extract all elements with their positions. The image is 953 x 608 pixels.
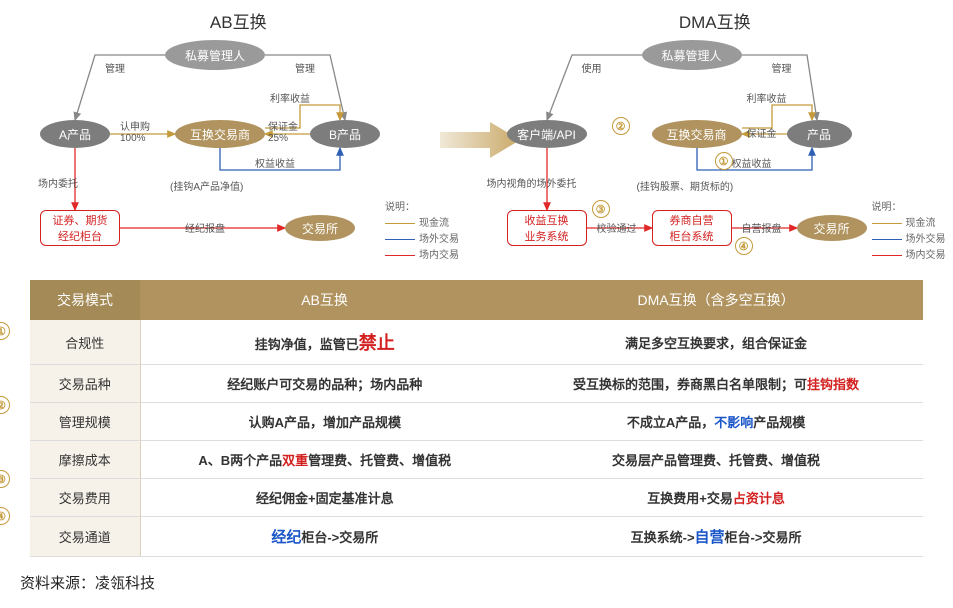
table-row: 交易品种经纪账户可交易的品种；场内品种受互换标的范围，券商黑白名单限制；可挂钩指… [30, 365, 923, 403]
cell-ab: A、B两个产品双重管理费、托管费、增值税 [140, 441, 509, 479]
node-dealer: 互换交易商 [652, 120, 742, 148]
node-client: 客户端/API [507, 120, 587, 148]
row-label: 交易品种 [30, 365, 140, 403]
label-inmkt: 场内视角的场外委托 [487, 175, 577, 190]
cell-dma: 不成立A产品，不影响产品规模 [509, 403, 923, 441]
diagram-a-title: AB互换 [0, 8, 477, 33]
node-prod: 产品 [787, 120, 852, 148]
diagram-dma-swap: DMA互换 私募管理人客户端/API 互换交易商 产品收益互换业务系统 券商自营柜台系… [477, 0, 953, 280]
badge-b1: ① [715, 152, 733, 170]
comparison-table-wrap: 交易模式AB互换DMA互换（含多空互换） 合规性挂钩净值，监管已禁止满足多空互换… [0, 280, 953, 557]
label-hook: (挂钩A产品净值) [170, 178, 243, 193]
node-exchange: 交易所 [285, 215, 355, 241]
node-manager: 私募管理人 [165, 40, 265, 70]
diagrams-row: AB互换 私募管理人 A产品 互换交易商 B产品证券、期货经纪柜台 交易所 管理 管理认申购… [0, 0, 953, 280]
row-badge: ① [0, 322, 10, 340]
table-header-row: 交易模式AB互换DMA互换（含多空互换） [30, 280, 923, 320]
row-label: 管理规模 [30, 403, 140, 441]
label-route: 经纪报盘 [185, 220, 225, 235]
row-label: 交易通道 [30, 517, 140, 557]
table-row: 交易通道经纪柜台->交易所互换系统->自营柜台->交易所 [30, 517, 923, 557]
node-manager: 私募管理人 [642, 40, 742, 70]
node-prodB: B产品 [310, 120, 380, 148]
label-check: 校验通过 [597, 220, 637, 235]
label-hook: (挂钩股票、期货标的) [637, 178, 734, 193]
label-mgrR: 管理 [295, 60, 315, 75]
table-row: 合规性挂钩净值，监管已禁止满足多空互换要求，组合保证金 [30, 320, 923, 365]
page-container: AB互换 私募管理人 A产品 互换交易商 B产品证券、期货经纪柜台 交易所 管理 管理认申购… [0, 0, 953, 532]
label-rate: 利率收益 [270, 90, 310, 105]
cell-dma: 互换费用+交易占资计息 [509, 479, 923, 517]
label-rate: 利率收益 [747, 90, 787, 105]
table-row: 摩擦成本A、B两个产品双重管理费、托管费、增值税交易层产品管理费、托管费、增值税 [30, 441, 923, 479]
cell-ab: 经纪佣金+固定基准计息 [140, 479, 509, 517]
label-margin: 保证金25% [268, 118, 298, 144]
table-row: 管理规模认购A产品，增加产品规模不成立A产品，不影响产品规模 [30, 403, 923, 441]
node-prodA: A产品 [40, 120, 110, 148]
table-body: 合规性挂钩净值，监管已禁止满足多空互换要求，组合保证金交易品种经纪账户可交易的品… [30, 320, 923, 557]
cell-ab: 经纪账户可交易的品种；场内品种 [140, 365, 509, 403]
cell-ab: 认购A产品，增加产品规模 [140, 403, 509, 441]
table-header-2: DMA互换（含多空互换） [509, 280, 923, 320]
table-row: 交易费用经纪佣金+固定基准计息互换费用+交易占资计息 [30, 479, 923, 517]
row-badge: ③ [0, 470, 10, 488]
badge-b2: ② [612, 117, 630, 135]
label-mgrR: 管理 [772, 60, 792, 75]
node-swapSys: 收益互换业务系统 [507, 210, 587, 246]
cell-ab: 经纪柜台->交易所 [140, 517, 509, 557]
badge-b4: ④ [735, 237, 753, 255]
node-broker: 证券、期货经纪柜台 [40, 210, 120, 246]
row-label: 摩擦成本 [30, 441, 140, 479]
label-margin: 保证金 [747, 125, 777, 140]
node-exchange: 交易所 [797, 215, 867, 241]
comparison-table: 交易模式AB互换DMA互换（含多空互换） 合规性挂钩净值，监管已禁止满足多空互换… [30, 280, 923, 557]
table-header-0: 交易模式 [30, 280, 140, 320]
cell-ab: 挂钩净值，监管已禁止 [140, 320, 509, 365]
node-propSys: 券商自营柜台系统 [652, 210, 732, 246]
row-label: 交易费用 [30, 479, 140, 517]
cell-dma: 交易层产品管理费、托管费、增值税 [509, 441, 923, 479]
label-mgrL: 管理 [105, 60, 125, 75]
cell-dma: 互换系统->自营柜台->交易所 [509, 517, 923, 557]
cell-dma: 满足多空互换要求，组合保证金 [509, 320, 923, 365]
badge-b3: ③ [592, 200, 610, 218]
diagram-b-title: DMA互换 [477, 8, 953, 33]
label-mgrL: 使用 [582, 60, 602, 75]
source-attribution: 资料来源：凌瓴科技 [0, 557, 953, 608]
legend: 说明：现金流场外交易场内交易 [872, 200, 946, 264]
label-sub: 认申购100% [120, 118, 150, 144]
row-badge: ② [0, 396, 10, 414]
label-inmkt: 场内委托 [38, 175, 78, 190]
legend: 说明：现金流场外交易场内交易 [385, 200, 459, 264]
label-equity: 权益收益 [732, 155, 772, 170]
diagram-ab-swap: AB互换 私募管理人 A产品 互换交易商 B产品证券、期货经纪柜台 交易所 管理 管理认申购… [0, 0, 477, 280]
label-equity: 权益收益 [255, 155, 295, 170]
row-badge: ④ [0, 507, 10, 525]
label-route: 自营报盘 [742, 220, 782, 235]
table-header-1: AB互换 [140, 280, 509, 320]
node-dealer: 互换交易商 [175, 120, 265, 148]
row-label: 合规性 [30, 320, 140, 365]
cell-dma: 受互换标的范围，券商黑白名单限制；可挂钩指数 [509, 365, 923, 403]
